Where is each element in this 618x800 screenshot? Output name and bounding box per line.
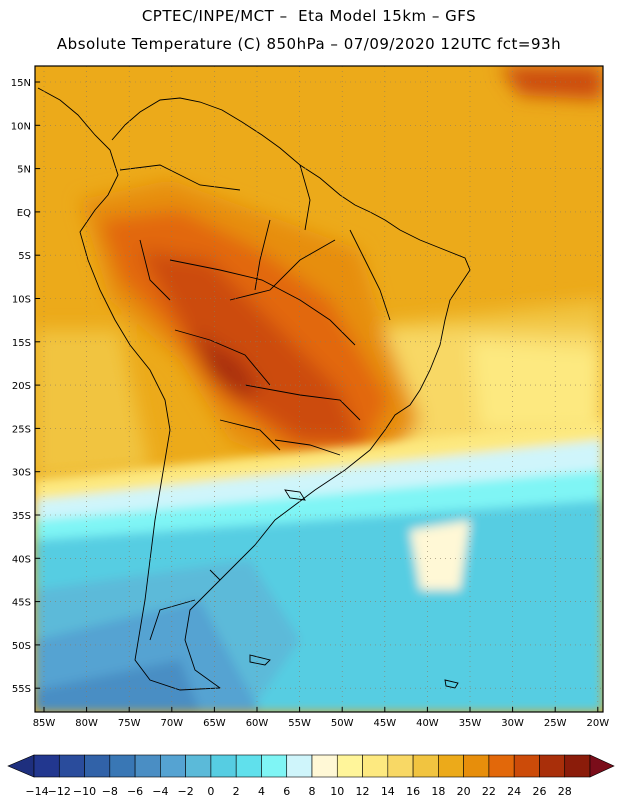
lon-tick-label: 65W <box>203 718 226 729</box>
colorbar-label: 4 <box>258 785 265 798</box>
lon-tick-label: 20W <box>586 718 609 729</box>
lat-tick-label: 45S <box>12 598 31 609</box>
colorbar-swatch <box>235 754 262 778</box>
colorbar-label: 8 <box>309 785 316 798</box>
colorbar-swatch <box>58 754 85 778</box>
colorbar-swatch <box>311 754 338 778</box>
colorbar-swatch <box>463 754 490 778</box>
colorbar-swatch <box>109 754 136 778</box>
lat-tick-label: 30S <box>12 468 31 479</box>
colorbar-swatch <box>160 754 186 778</box>
lon-tick-label: 40W <box>416 718 439 729</box>
lat-tick-label: EQ <box>17 208 31 219</box>
lon-tick-label: 80W <box>75 718 98 729</box>
colorbar-label: 12 <box>356 785 370 798</box>
colorbar-swatch <box>261 754 288 778</box>
lat-tick-label: 25S <box>12 424 31 435</box>
colorbar-label: 6 <box>283 785 290 798</box>
coastlines <box>37 87 471 691</box>
colorbar-label: 16 <box>406 785 420 798</box>
lon-tick-label: 60W <box>246 718 269 729</box>
map-title: CPTEC/INPE/MCT – Eta Model 15km – GFS <box>141 7 477 25</box>
colorbar-label: 10 <box>330 785 344 798</box>
lon-tick-label: 70W <box>160 718 183 729</box>
colorbar-swatch <box>564 754 591 778</box>
colorbar-label: 14 <box>381 785 395 798</box>
colorbar-label: −10 <box>73 785 96 798</box>
colorbar-swatch <box>488 754 515 778</box>
colorbar-label: 2 <box>233 785 240 798</box>
colorbar-label: 26 <box>532 785 546 798</box>
colorbar-label: 18 <box>431 785 445 798</box>
colorbar-labels: −14 −12 −10 −8 −6 −4 −2 0 2 4 6 8 10 12 14 16 18 20 22 24 26… <box>25 785 571 798</box>
colorbar-label: −4 <box>152 785 168 798</box>
colorbar-swatch <box>134 754 161 778</box>
lat-tick-label: 55S <box>12 684 31 695</box>
lat-tick-label: 35S <box>12 511 31 522</box>
latitude-axis: 15N 10N 5N EQ 5S 10S 15S 20S 25S 30S 35S 40S 45S 50S 5… <box>11 78 40 695</box>
lat-tick-label: 5N <box>17 165 31 176</box>
lon-tick-label: 30W <box>501 718 524 729</box>
colorbar-high-arrow <box>589 754 615 778</box>
lat-tick-label: 10N <box>11 121 31 132</box>
colorbar-swatch <box>362 754 389 778</box>
lon-tick-label: 50W <box>331 718 354 729</box>
colorbar-label: −2 <box>178 785 194 798</box>
map-frame <box>34 65 604 713</box>
colorbar-label: −14 <box>25 785 48 798</box>
lon-tick-label: 25W <box>544 718 567 729</box>
lat-tick-label: 10S <box>12 295 31 306</box>
colorbar-label: 20 <box>457 785 471 798</box>
map-subtitle: Absolute Temperature (C) 850hPa – 07/09/… <box>56 35 562 53</box>
temperature-field <box>35 66 603 712</box>
colorbar-label: −6 <box>127 785 143 798</box>
colorbar-swatch <box>336 754 363 778</box>
colorbar-swatch <box>539 754 566 778</box>
colorbar-label: 0 <box>207 785 214 798</box>
colorbar-label: 28 <box>558 785 572 798</box>
lat-tick-label: 5S <box>18 251 31 262</box>
lon-tick-label: 55W <box>288 718 311 729</box>
lat-tick-label: 20S <box>12 381 31 392</box>
lon-tick-label: 85W <box>33 718 56 729</box>
colorbar-swatch <box>513 754 540 778</box>
colorbar-swatch <box>185 754 212 778</box>
longitude-axis: 85W 80W 75W 70W 65W 60W 55W 50W 45W 40W 35W 30W 25W 2… <box>33 707 609 729</box>
colorbar-label: −12 <box>48 785 71 798</box>
colorbar-label: −8 <box>102 785 118 798</box>
colorbar-label: 22 <box>482 785 496 798</box>
colorbar-swatch <box>438 754 464 778</box>
colorbar-swatch <box>286 754 313 778</box>
colorbar-low-arrow <box>7 754 35 778</box>
lat-tick-label: 50S <box>12 641 31 652</box>
colorbar-swatch <box>33 754 60 778</box>
colorbar-label: 24 <box>507 785 521 798</box>
colorbar-swatch <box>84 754 111 778</box>
lat-tick-label: 15N <box>11 78 31 89</box>
lon-tick-label: 35W <box>459 718 482 729</box>
colorbar-swatch <box>387 754 414 778</box>
colorbar <box>7 754 615 778</box>
lon-tick-label: 75W <box>118 718 141 729</box>
lat-tick-label: 15S <box>12 338 31 349</box>
lat-tick-label: 40S <box>12 554 31 565</box>
colorbar-swatch <box>210 754 237 778</box>
colorbar-swatch <box>412 754 439 778</box>
lon-tick-label: 45W <box>373 718 396 729</box>
